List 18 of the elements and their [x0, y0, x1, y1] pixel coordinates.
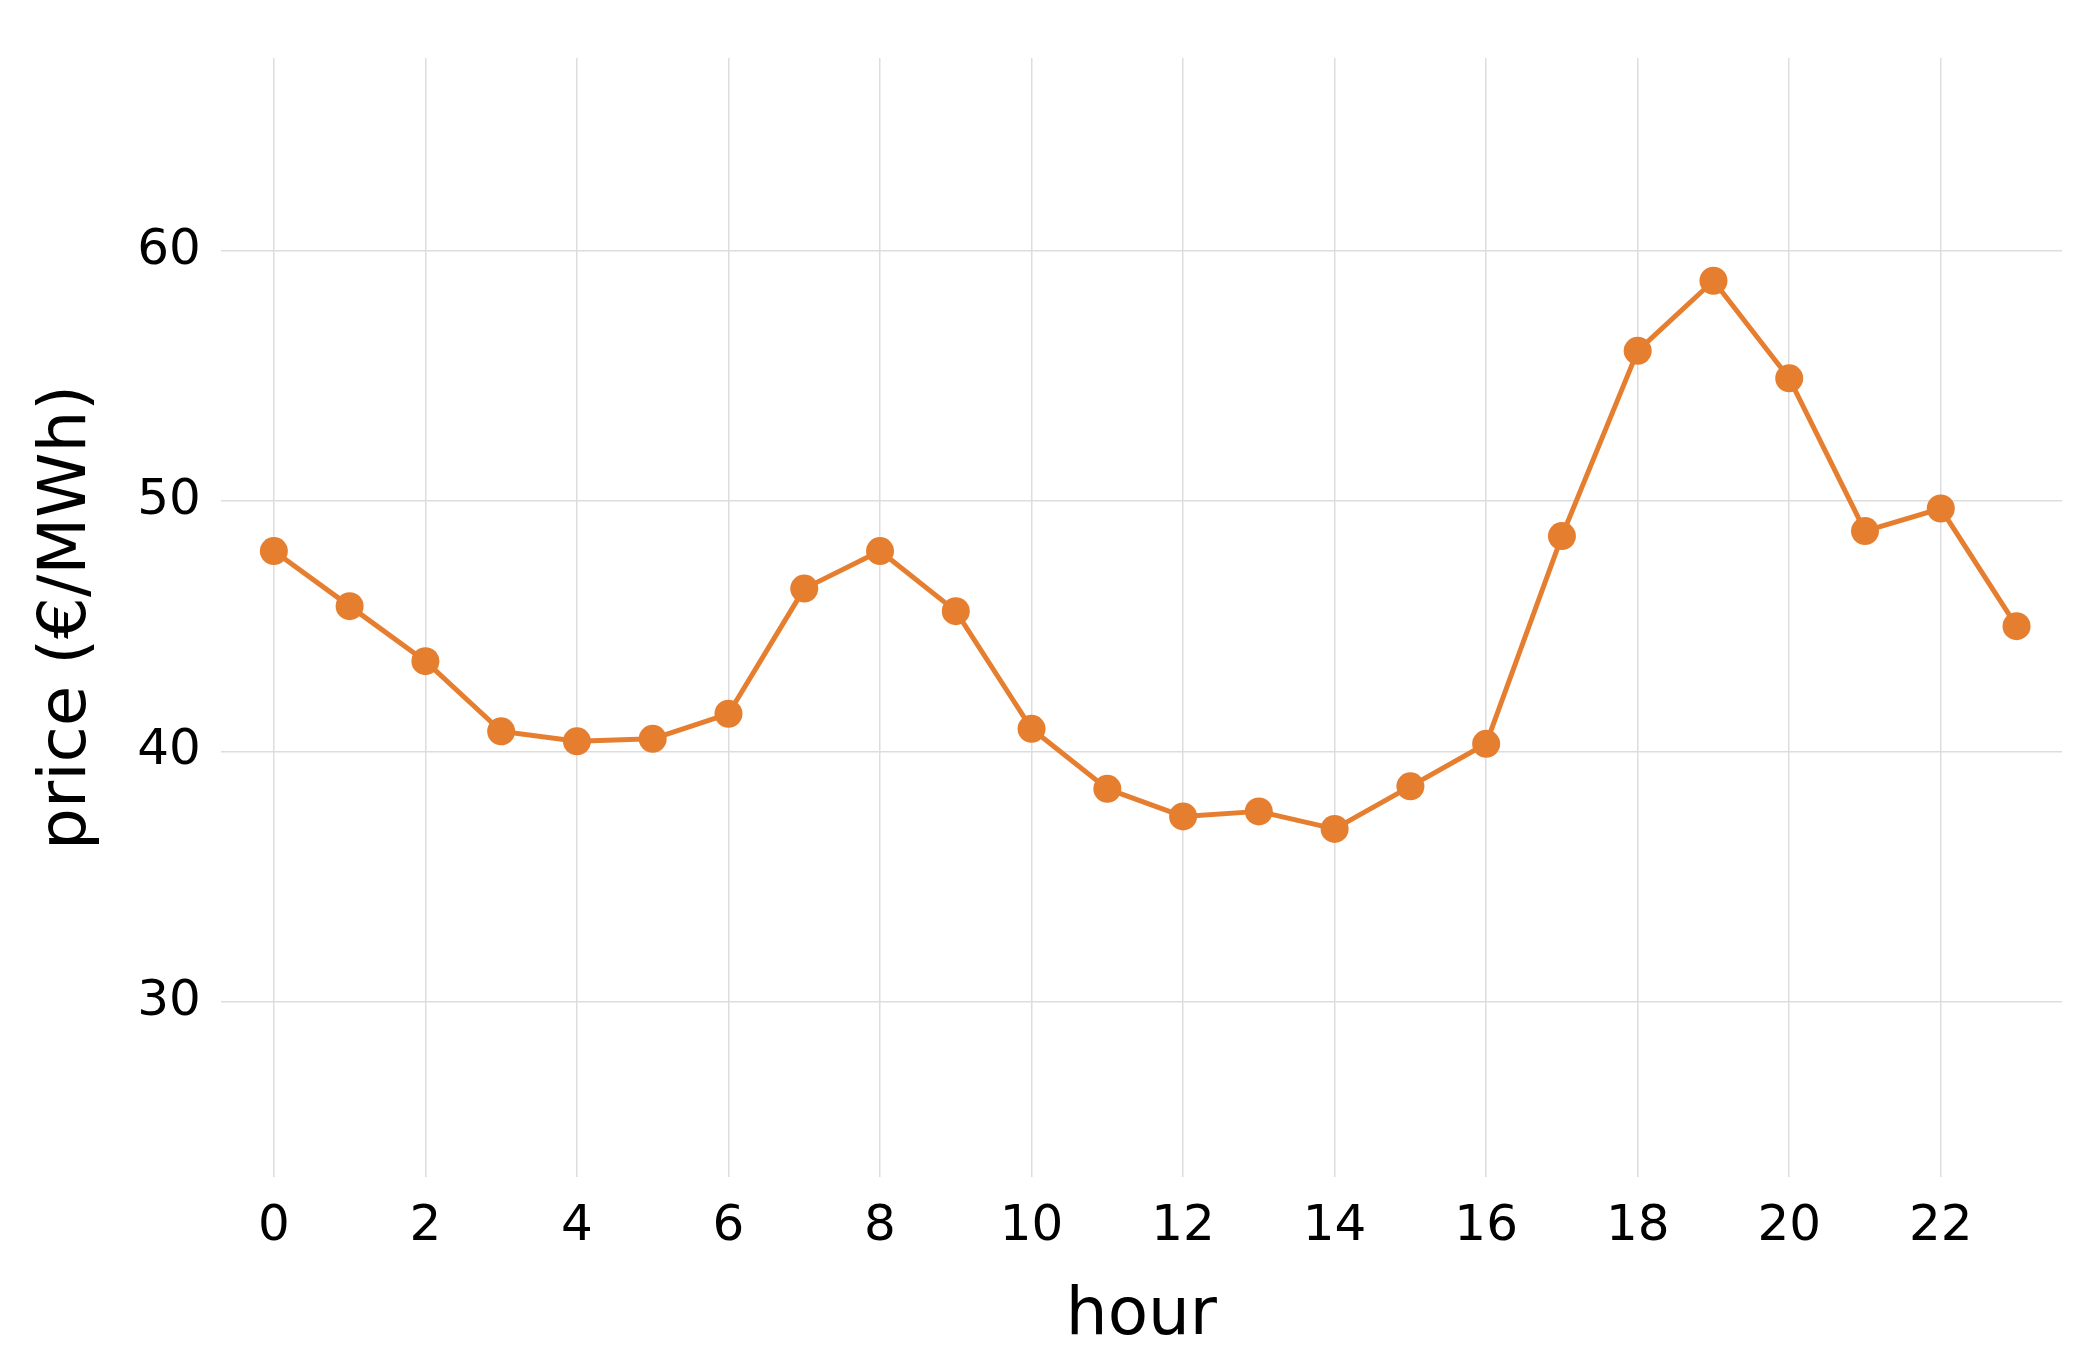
x-tick-label: 4 — [561, 1193, 593, 1252]
x-tick-label: 0 — [257, 1193, 290, 1252]
x-tick-label: 12 — [1151, 1193, 1215, 1252]
x-tick-label: 16 — [1454, 1193, 1518, 1252]
x-tick-label: 8 — [864, 1193, 896, 1252]
x-tick-label: 2 — [409, 1193, 442, 1252]
y-tick-label: 60 — [137, 217, 201, 276]
x-tick-label: 22 — [1908, 1193, 1973, 1252]
x-tick-label: 18 — [1605, 1193, 1670, 1252]
x-tick-label: 14 — [1302, 1193, 1367, 1252]
x-tick-label: 10 — [999, 1193, 1064, 1252]
y-axis-title: price (€/MWh) — [23, 384, 101, 850]
x-axis-title: hour — [1065, 1272, 1218, 1350]
y-tick-label: 50 — [137, 468, 201, 526]
x-tick-label: 20 — [1757, 1193, 1822, 1252]
x-tick-label: 6 — [712, 1193, 745, 1252]
y-tick-label: 30 — [137, 968, 201, 1027]
y-tick-label: 40 — [137, 718, 201, 777]
